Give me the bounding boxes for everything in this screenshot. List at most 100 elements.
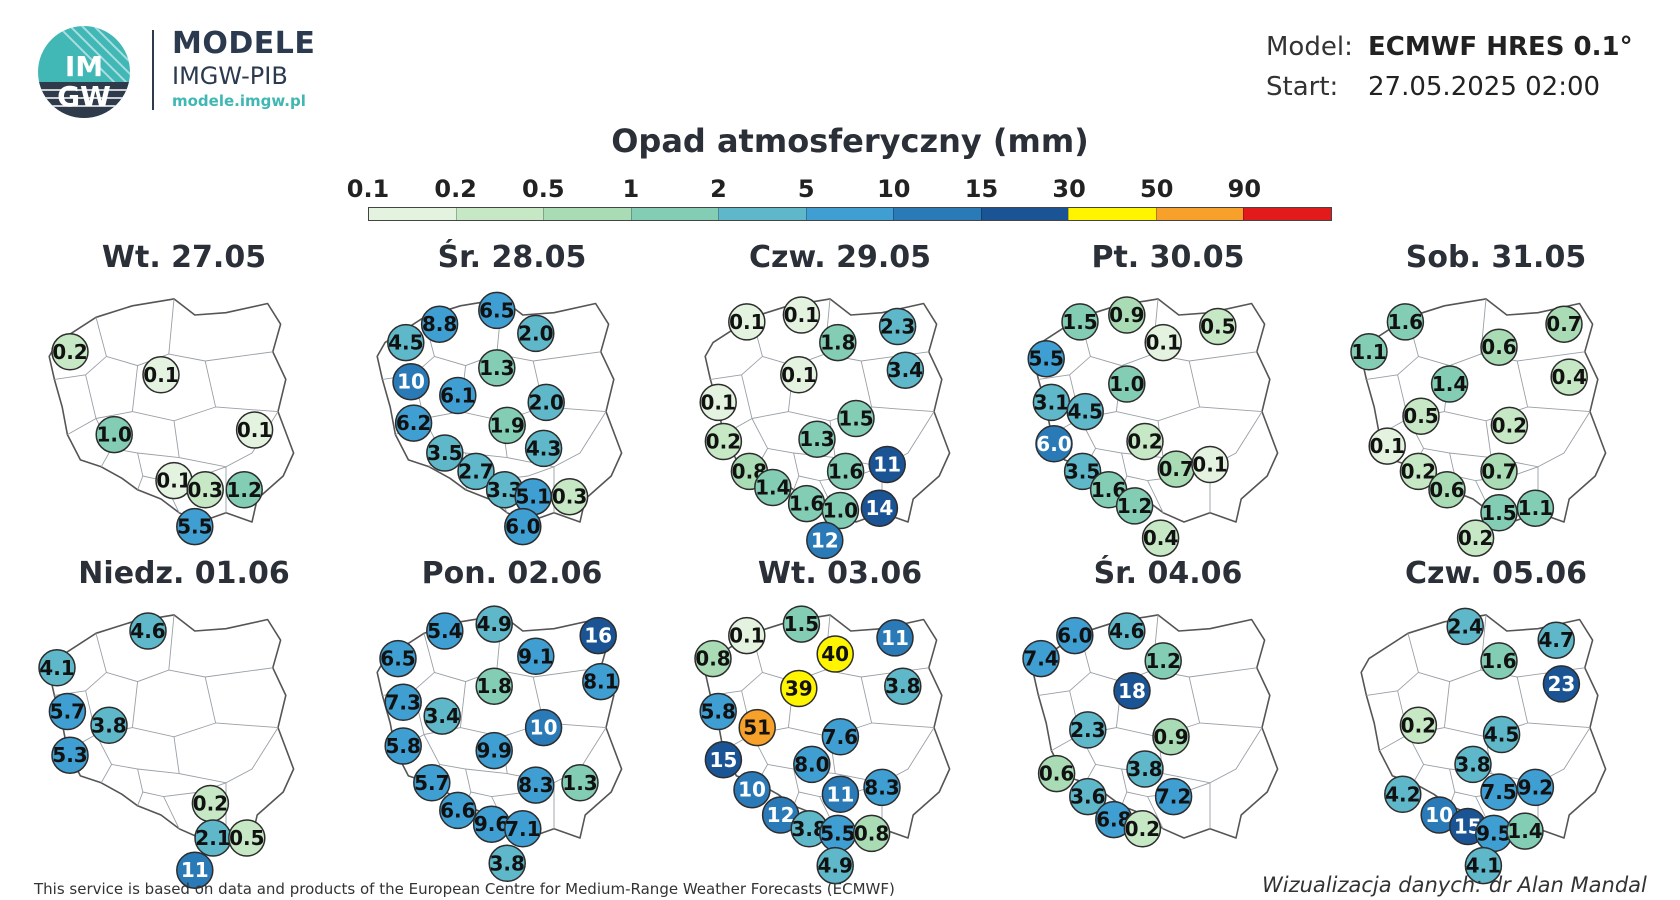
precip-bubble-circle — [517, 637, 555, 676]
precip-value-label: 16 — [584, 624, 612, 648]
precip-bubble: 1.6 — [826, 452, 865, 491]
precip-value-label: 5.5 — [177, 515, 212, 539]
precip-bubble-circle — [1108, 296, 1146, 334]
precip-bubble-circle — [95, 415, 133, 454]
precip-value-label: 7.1 — [505, 817, 540, 841]
precip-value-label: 6.0 — [1057, 624, 1092, 648]
precip-value-label: 5.5 — [820, 821, 855, 845]
precip-bubble-circle — [1152, 718, 1190, 756]
precip-value-label: 9.1 — [518, 644, 553, 668]
precip-value-label: 6.2 — [396, 411, 431, 435]
precip-value-label: 2.3 — [880, 315, 915, 339]
precip-value-label: 3.8 — [1455, 752, 1490, 776]
precip-bubble: 9.6 — [472, 805, 511, 843]
precip-value-label: 0.2 — [1125, 817, 1160, 841]
region-border — [710, 633, 763, 696]
precip-bubble-circle — [1428, 471, 1466, 509]
precip-bubble-circle — [1022, 639, 1060, 678]
precip-bubble: 1.0 — [95, 415, 133, 454]
precip-bubble: 0.2 — [1126, 422, 1164, 461]
precip-value-label: 0.1 — [784, 303, 819, 327]
precip-value-label: 1.2 — [1145, 649, 1180, 673]
poland-map: 5.4 4.9 16 6.5 9.1 8.1 1.8 3.47.3 10 5.8 9.9 5.7 8.3… — [376, 605, 623, 883]
precip-bubble: 5.1 — [514, 477, 552, 516]
precip-bubble-circle — [504, 810, 542, 848]
precip-bubble-circle — [1542, 665, 1581, 703]
precip-bubble: 0.4 — [1141, 519, 1180, 557]
precip-value-label: 0.8 — [854, 821, 889, 845]
precip-value-label: 11 — [826, 782, 854, 806]
precip-value-label: 7.4 — [1023, 647, 1058, 671]
precip-bubble-circle — [876, 619, 914, 657]
precip-value-label: 0.7 — [1158, 457, 1193, 481]
precip-bubble-circle — [550, 477, 589, 516]
precip-bubble: 1.2 — [1144, 642, 1182, 680]
precip-value-label: 6.6 — [440, 798, 475, 822]
precip-bubble: 0.2 — [1490, 406, 1529, 445]
precip-bubble-circle — [228, 819, 266, 857]
forecast-panel: Wt. 03.06 0.1 1.5 40 11 0.8 39 3.8 5.8 51 7.6 15 8.0… — [680, 556, 1000, 885]
precip-bubble-circle — [1482, 715, 1521, 754]
precip-value-label: 3.4 — [888, 358, 923, 382]
precip-value-label: 3.1 — [1034, 390, 1069, 414]
precip-bubble-circle — [142, 356, 180, 394]
precip-bubble: 8.0 — [793, 745, 831, 784]
forecast-panel: Śr. 04.06 6.0 4.6 7.4 1.2 18 2.3 0.9 0.6 3.8 3.6 7.… — [1008, 556, 1328, 866]
precip-value-label: 2.1 — [195, 826, 230, 850]
precip-bubble: 18 — [1113, 672, 1151, 710]
precip-bubble-circle — [524, 429, 563, 468]
precip-bubble-circle — [384, 727, 422, 765]
precip-bubble: 40 — [816, 635, 854, 673]
precip-bubble: 0.9 — [1152, 718, 1190, 756]
precip-bubble: 8.8 — [420, 305, 459, 343]
precip-value-label: 12 — [811, 528, 839, 552]
precip-bubble: 3.8 — [488, 844, 526, 883]
precip-bubble: 0.2 — [1399, 452, 1438, 491]
precip-bubble: 1.6 — [1386, 303, 1425, 341]
precip-value-label: 7.2 — [1156, 785, 1191, 809]
precip-bubble: 5.4 — [426, 612, 464, 650]
precip-bubble-circle — [1069, 711, 1107, 749]
precip-bubble: 4.6 — [1108, 612, 1146, 650]
precip-bubble-circle — [1516, 768, 1555, 807]
precip-bubble-circle — [439, 376, 477, 415]
precipitation-legend: 0.1 0.2 0.5 1 2 5 10 15 30 50 90 — [347, 175, 1332, 225]
precip-bubble-circle — [704, 422, 743, 461]
precip-bubble: 7.2 — [1154, 777, 1193, 816]
precip-value-label: 1.0 — [96, 423, 131, 447]
precip-bubble-circle — [1154, 777, 1193, 816]
panel-date-title: Wt. 27.05 — [101, 240, 267, 275]
precip-value-label: 40 — [821, 642, 849, 666]
legend-color-swatch — [805, 208, 894, 220]
precip-bubble-circle — [1490, 406, 1529, 445]
precip-bubble: 0.1 — [142, 356, 180, 394]
precip-bubble: 9.2 — [1516, 768, 1555, 807]
precip-bubble-circle — [1115, 487, 1154, 525]
precip-bubble: 0.1 — [728, 616, 766, 655]
brand-url-link[interactable]: modele.imgw.pl — [172, 92, 306, 110]
precip-bubble-circle — [1061, 303, 1099, 341]
precip-bubble: 1.1 — [1350, 333, 1388, 371]
precip-value-label: 1.3 — [562, 771, 597, 795]
precip-bubble: 8.3 — [863, 768, 901, 807]
precip-bubble: 3.8 — [1454, 745, 1492, 784]
precip-value-label: 4.6 — [130, 619, 165, 643]
region-border — [1418, 614, 1487, 683]
precip-bubble: 2.3 — [878, 307, 917, 346]
precip-value-label: 1.1 — [1518, 496, 1553, 520]
precip-bubble: 7.6 — [821, 718, 860, 756]
precip-value-label: 5.8 — [385, 734, 420, 758]
precip-bubble: 5.8 — [384, 727, 422, 765]
precip-value-label: 5.8 — [700, 700, 735, 724]
precip-bubble-circle — [51, 333, 89, 371]
precip-bubble: 5.8 — [699, 692, 737, 731]
region-border — [132, 406, 216, 422]
precip-bubble: 7.1 — [504, 810, 542, 848]
precip-value-label: 0.1 — [156, 469, 191, 493]
precip-value-label: 9.6 — [474, 812, 509, 836]
precip-value-label: 6.0 — [1036, 432, 1071, 456]
legend-color-swatch — [718, 208, 806, 220]
precip-value-label: 0.4 — [1551, 365, 1586, 389]
region-border — [54, 317, 107, 380]
